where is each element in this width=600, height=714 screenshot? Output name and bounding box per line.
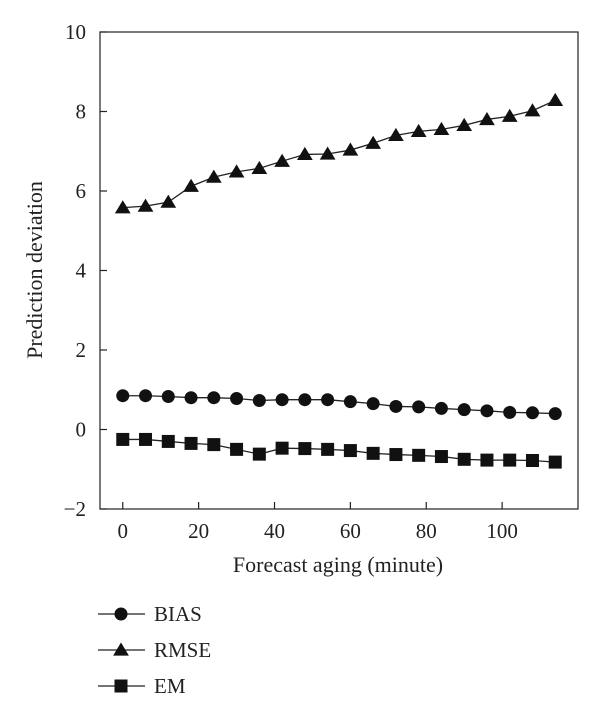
legend: BIAS RMSE EM bbox=[98, 602, 211, 698]
x-axis-label: Forecast aging (minute) bbox=[233, 552, 443, 577]
rmse-point bbox=[160, 194, 177, 208]
em-point bbox=[389, 448, 403, 462]
rmse-point bbox=[205, 169, 222, 183]
bias-point bbox=[434, 401, 448, 415]
rmse-point bbox=[114, 200, 131, 214]
em-point bbox=[366, 446, 380, 460]
em-point bbox=[548, 455, 562, 469]
em-point bbox=[116, 432, 130, 446]
bias-point bbox=[548, 407, 562, 421]
y-tick-label: 2 bbox=[76, 338, 87, 362]
em-point bbox=[230, 442, 244, 456]
x-tick-label: 0 bbox=[118, 519, 129, 543]
plot-series bbox=[114, 92, 564, 469]
series-em bbox=[116, 432, 562, 469]
legend-item-rmse: RMSE bbox=[98, 638, 211, 662]
bias-point bbox=[343, 395, 357, 409]
legend-item-bias: BIAS bbox=[98, 602, 202, 626]
legend-label-em: EM bbox=[154, 674, 186, 698]
rmse-point bbox=[456, 117, 473, 132]
rmse-point bbox=[524, 103, 541, 117]
rmse-point bbox=[183, 178, 199, 192]
legend-marker-em bbox=[114, 679, 128, 693]
em-point bbox=[139, 432, 153, 446]
legend-item-em: EM bbox=[98, 674, 186, 698]
rmse-point bbox=[274, 153, 290, 167]
rmse-point bbox=[388, 127, 404, 141]
x-tick-label: 60 bbox=[340, 519, 361, 543]
bias-point bbox=[457, 403, 471, 417]
bias-point bbox=[321, 393, 335, 407]
x-tick-label: 20 bbox=[188, 519, 209, 543]
bias-point bbox=[298, 393, 312, 407]
legend-label-bias: BIAS bbox=[154, 602, 202, 626]
series-bias bbox=[116, 389, 562, 421]
y-tick-label: −2 bbox=[64, 497, 86, 521]
em-point bbox=[525, 454, 539, 468]
em-point bbox=[252, 447, 266, 461]
em-point bbox=[412, 448, 426, 462]
bias-point bbox=[366, 397, 380, 411]
y-tick-label: 6 bbox=[76, 179, 87, 203]
bias-point bbox=[525, 406, 539, 420]
em-point bbox=[503, 453, 517, 467]
rmse-point bbox=[137, 198, 154, 212]
bias-point bbox=[184, 391, 198, 405]
bias-point bbox=[389, 399, 403, 413]
series-rmse bbox=[114, 92, 564, 214]
y-axis-label: Prediction deviation bbox=[22, 181, 47, 359]
em-point bbox=[434, 450, 448, 464]
bias-point bbox=[161, 390, 175, 404]
bias-point bbox=[230, 391, 244, 405]
em-point bbox=[298, 442, 312, 456]
bias-point bbox=[207, 391, 221, 405]
em-point bbox=[343, 444, 357, 458]
y-tick-label: 10 bbox=[65, 20, 86, 44]
bias-point bbox=[480, 404, 494, 418]
em-point bbox=[161, 434, 175, 448]
em-point bbox=[207, 438, 221, 452]
rmse-point bbox=[547, 92, 564, 106]
em-point bbox=[457, 452, 471, 466]
legend-marker-rmse bbox=[113, 642, 129, 656]
y-tick-label: 0 bbox=[76, 418, 87, 442]
rmse-point bbox=[501, 108, 518, 122]
rmse-point bbox=[296, 146, 313, 161]
em-point bbox=[321, 442, 335, 456]
rmse-point bbox=[365, 135, 382, 149]
x-tick-label: 80 bbox=[416, 519, 437, 543]
rmse-point bbox=[433, 121, 450, 136]
x-tick-label: 100 bbox=[486, 519, 518, 543]
bias-point bbox=[275, 393, 289, 407]
em-point bbox=[184, 436, 198, 450]
rmse-point bbox=[479, 111, 495, 126]
y-tick-label: 8 bbox=[76, 100, 87, 124]
em-point bbox=[275, 441, 289, 455]
bias-point bbox=[139, 389, 153, 403]
rmse-point bbox=[319, 146, 336, 160]
bias-point bbox=[503, 405, 517, 419]
legend-marker-bias bbox=[114, 607, 128, 621]
y-tick-label: 4 bbox=[76, 259, 87, 283]
bias-point bbox=[252, 393, 266, 407]
legend-label-rmse: RMSE bbox=[154, 638, 211, 662]
x-tick-label: 40 bbox=[264, 519, 285, 543]
bias-point bbox=[412, 400, 426, 414]
em-point bbox=[480, 453, 494, 467]
rmse-point bbox=[251, 160, 268, 174]
bias-point bbox=[116, 389, 130, 403]
rmse-point bbox=[410, 123, 427, 137]
rmse-point bbox=[228, 164, 245, 178]
rmse-point bbox=[342, 142, 359, 156]
